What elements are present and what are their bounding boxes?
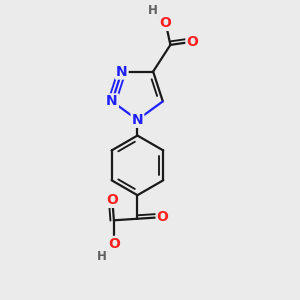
Text: O: O	[108, 237, 120, 251]
Text: O: O	[106, 193, 118, 207]
Text: H: H	[96, 250, 106, 263]
Text: O: O	[157, 210, 169, 224]
Text: O: O	[160, 16, 172, 30]
Text: O: O	[186, 35, 198, 49]
Text: N: N	[106, 94, 118, 108]
Text: N: N	[132, 113, 143, 127]
Text: H: H	[148, 4, 158, 17]
Text: N: N	[116, 64, 127, 79]
